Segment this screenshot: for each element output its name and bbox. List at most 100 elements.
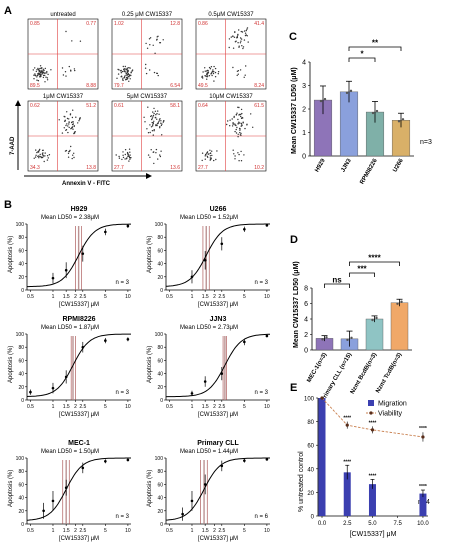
flow-event-dot: [231, 118, 233, 120]
flow-quadrant-value: 0.85: [30, 21, 40, 27]
data-point: [243, 340, 246, 344]
flow-event-dot: [240, 113, 242, 116]
flow-plot: 0.25 μM CW15337 1.02 12.8 79.7 6.54: [111, 12, 183, 90]
flow-event-dot: [242, 122, 244, 124]
y-tick-label: 3: [302, 83, 306, 90]
viability-point: [421, 435, 425, 439]
y-tick-label: 100: [304, 397, 315, 403]
flow-event-dot: [201, 159, 203, 162]
flow-event-dot: [127, 77, 129, 80]
flow-event-dot: [44, 155, 46, 157]
flow-event-dot: [208, 66, 211, 69]
flow-event-dot: [71, 126, 74, 128]
flow-plot: untreated 0.85 0.77 89.5 8.88: [27, 12, 99, 90]
data-point: [64, 268, 68, 272]
panel-letter-b: B: [4, 199, 12, 211]
y-axis-label: Apoptosis (%): [147, 346, 153, 383]
x-tick-label: 1.5: [63, 404, 70, 410]
flow-quadrant-value: 61.5: [254, 103, 264, 109]
data-point: [220, 242, 224, 246]
flow-event-dot: [252, 126, 254, 128]
flow-event-dot: [70, 69, 72, 71]
flow-event-dot: [155, 116, 157, 119]
flow-event-dot: [209, 152, 212, 154]
flow-event-dot: [125, 79, 127, 81]
y-tick-label: 60: [18, 358, 24, 364]
flow-event-dot: [239, 131, 241, 134]
legend-label: Migration: [378, 401, 407, 408]
flow-event-dot: [206, 78, 208, 80]
flow-event-dot: [241, 31, 244, 33]
x-category-label: U266: [392, 157, 405, 173]
replicate-dot: [371, 318, 374, 322]
viability-point: [345, 423, 349, 427]
flow-event-dot: [79, 117, 81, 119]
flow-event-dot: [239, 122, 241, 124]
flow-event-dot: [236, 112, 238, 114]
chart-subtitle: Mean LD50 = 2.73μM: [180, 325, 238, 331]
flow-event-dot: [151, 118, 153, 121]
data-point: [81, 345, 85, 349]
flow-event-dot: [66, 123, 68, 125]
x-tick-label: 1.5: [63, 528, 70, 534]
flow-event-dot: [40, 67, 42, 70]
flow-event-dot: [204, 70, 206, 72]
flow-event-dot: [237, 42, 239, 44]
flow-event-dot: [241, 116, 243, 119]
significance-label: ns: [332, 276, 342, 285]
flow-event-dot: [46, 71, 48, 73]
panel-c-ld50-bar: 0 1 2 3 4 Mean CW15337 LD50 (μM) H929 JJN3 RPMI8…: [291, 39, 432, 186]
flow-event-dot: [65, 30, 67, 33]
flow-event-dot: [156, 38, 158, 40]
flow-event-dot: [240, 132, 242, 135]
flow-event-dot: [122, 156, 125, 159]
flow-event-dot: [73, 152, 75, 154]
flow-event-dot: [126, 69, 128, 71]
flow-event-dot: [41, 73, 43, 75]
flow-event-dot: [206, 75, 209, 77]
flow-quadrant-value: 27.7: [198, 165, 208, 171]
viability-point: [370, 428, 375, 432]
flow-event-dot: [159, 155, 162, 158]
bar: [390, 302, 409, 351]
flow-quadrant-value: 51.2: [86, 103, 96, 109]
flow-quadrant-value: 10.2: [254, 165, 264, 171]
flow-event-dot: [216, 150, 218, 152]
flow-event-dot: [68, 121, 70, 124]
flow-event-dot: [70, 121, 73, 124]
flow-event-dot: [73, 131, 76, 133]
flow-event-dot: [237, 73, 239, 75]
flow-event-dot: [240, 115, 242, 118]
data-point: [81, 466, 85, 470]
y-tick-label: 80: [307, 420, 314, 426]
flow-event-dot: [208, 75, 211, 77]
flow-event-dot: [154, 110, 157, 113]
flow-event-dot: [202, 71, 204, 73]
x-tick-label: 0.5: [166, 528, 173, 534]
flow-event-dot: [235, 114, 238, 116]
x-tick-label: 0.0: [318, 521, 327, 527]
flow-event-dot: [34, 67, 36, 69]
flow-quadrant-value: 13.6: [170, 165, 180, 171]
x-tick-label: 10: [264, 404, 270, 410]
flow-event-dot: [39, 67, 41, 70]
x-tick-label: 1: [52, 528, 55, 534]
flow-event-dot: [41, 156, 43, 159]
flow-event-dot: [128, 80, 130, 83]
flow-event-dot: [38, 70, 40, 72]
flow-event-dot: [233, 36, 236, 38]
flow-event-dot: [48, 154, 51, 156]
flow-event-dot: [36, 79, 38, 81]
flow-event-dot: [126, 73, 128, 75]
data-point: [203, 380, 207, 383]
x-tick-label: 0.5: [27, 294, 34, 300]
flow-event-dot: [126, 70, 129, 73]
replicate-dot: [396, 302, 399, 305]
flow-event-dot: [214, 76, 217, 78]
chart-title: RPMI8226: [62, 316, 95, 323]
flow-event-dot: [228, 38, 231, 40]
data-point: [190, 499, 194, 503]
flow-event-dot: [35, 149, 37, 151]
flow-quadrant-value: 1.02: [114, 21, 124, 27]
significance-label: ****: [343, 459, 351, 465]
